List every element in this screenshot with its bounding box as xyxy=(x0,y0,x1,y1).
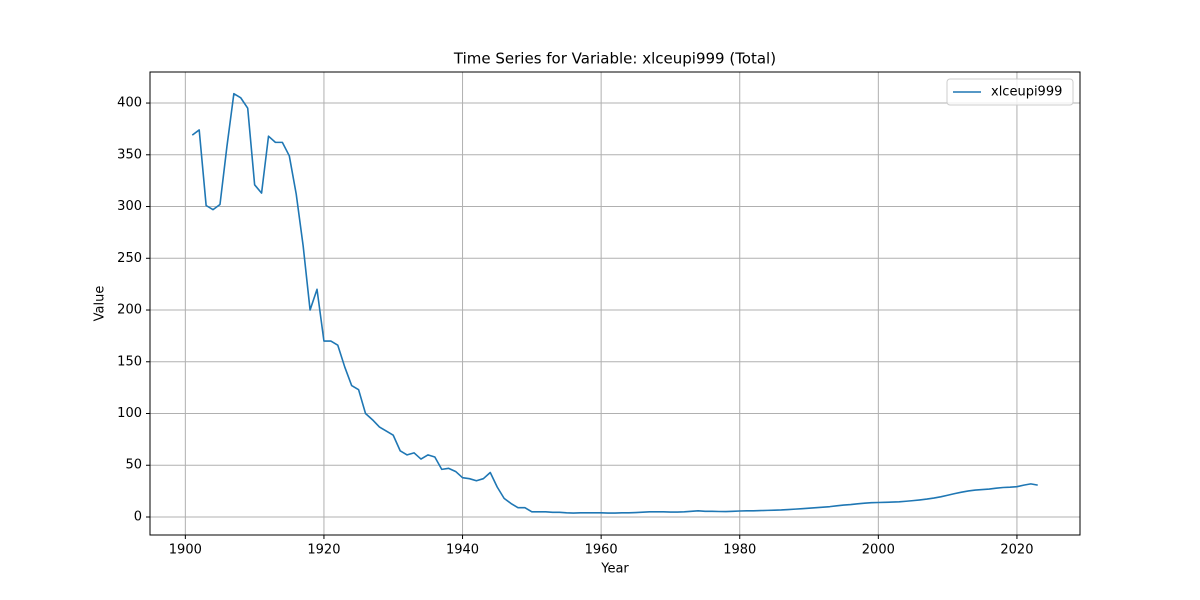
x-tick-label: 1900 xyxy=(169,543,202,558)
x-tick-label: 2020 xyxy=(1000,543,1033,558)
x-tick-label: 1940 xyxy=(446,543,479,558)
legend-label: xlceupi999 xyxy=(991,85,1062,100)
data-line xyxy=(191,92,1038,514)
y-axis-label: Value xyxy=(93,286,108,322)
y-tick-label: 50 xyxy=(125,458,142,473)
x-axis-label: Year xyxy=(600,562,629,577)
x-tick-label: 2000 xyxy=(862,543,895,558)
x-tick-label: 1980 xyxy=(723,543,756,558)
legend-box xyxy=(946,78,1074,106)
y-tick-label: 300 xyxy=(117,199,142,214)
plot-frame xyxy=(149,71,1081,536)
y-tick-label: 400 xyxy=(117,96,142,111)
x-tick-label: 1960 xyxy=(585,543,618,558)
y-tick-label: 0 xyxy=(134,509,142,524)
y-tick-label: 100 xyxy=(117,406,142,421)
chart-title: Time Series for Variable: xlceupi999 (To… xyxy=(453,50,776,68)
y-tick-label: 250 xyxy=(117,251,142,266)
y-tick-label: 150 xyxy=(117,354,142,369)
y-tick-label: 200 xyxy=(117,303,142,318)
y-tick-label: 350 xyxy=(117,147,142,162)
x-tick-label: 1920 xyxy=(307,543,340,558)
